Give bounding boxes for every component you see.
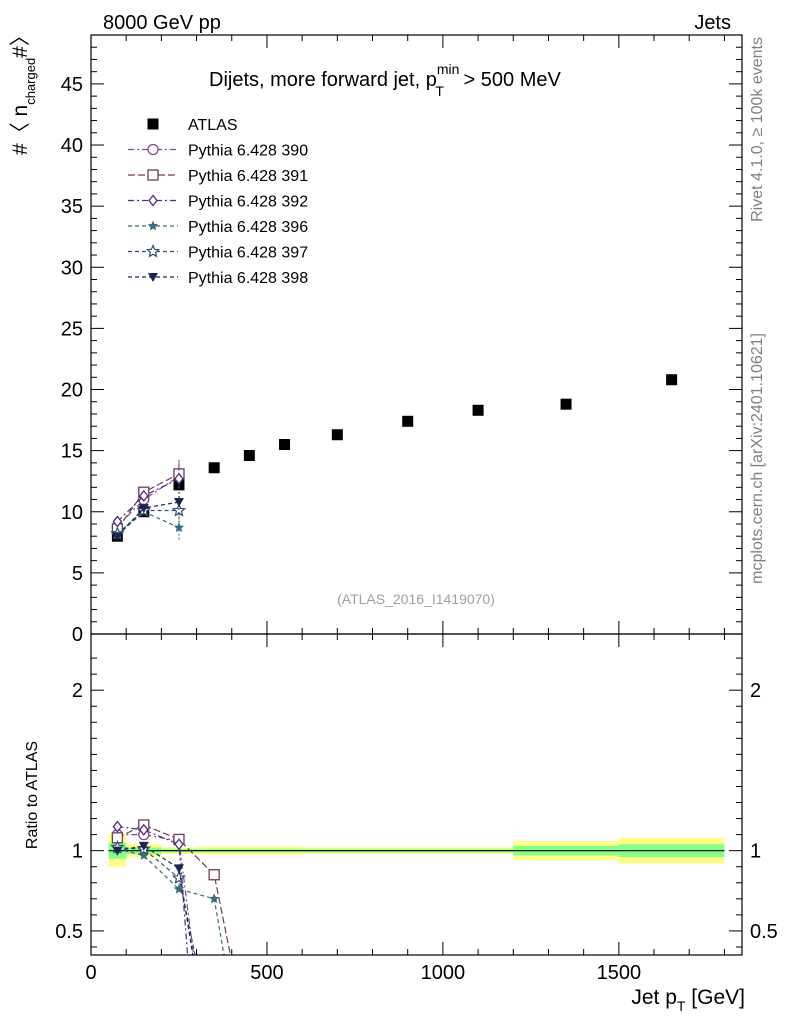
header-category: Jets (694, 12, 731, 34)
main-title: Dijets, more forward jet, pmin T > 500 Me… (209, 61, 561, 99)
ratio-y-label: Ratio to ATLAS (24, 741, 41, 849)
ratio-point (171, 870, 187, 885)
ratio-series-pythia-6-428-392 (112, 820, 189, 955)
main-y-tick-label: 30 (61, 257, 83, 279)
side-rivet-label: Rivet 4.1.0, ≥ 100k events (749, 37, 766, 222)
legend-item: Pythia 6.428 398 (128, 270, 308, 287)
legend-label: Pythia 6.428 390 (188, 143, 308, 160)
legend-item: ATLAS (147, 117, 238, 134)
ratio-band-layer (108, 834, 725, 867)
main-series-pythia-6-428-391 (111, 459, 185, 535)
data-point (331, 429, 343, 441)
data-point (112, 532, 123, 542)
ratio-point (138, 823, 149, 836)
legend-item: Pythia 6.428 396 (128, 219, 308, 236)
ratio-line (117, 826, 189, 955)
main-y-tick-label: 20 (61, 380, 83, 402)
ratio-y-tick-label-right: 0.5 (750, 921, 778, 943)
x-tick-label: 1500 (597, 962, 642, 984)
legend-marker (147, 169, 159, 181)
ratio-series-pythia-6-428-398 (112, 841, 194, 955)
data-point (208, 462, 220, 474)
ratio-y-tick-label: 0.5 (55, 921, 83, 943)
ratio-axes: 0.5 0.5 1 1 2 2 0 500 1000 1500 (55, 634, 778, 984)
legend-label: Pythia 6.428 391 (188, 168, 308, 185)
data-point (402, 415, 414, 427)
ratio-y-tick-label-right: 2 (750, 680, 761, 702)
main-series-pythia-6-428-398 (112, 487, 184, 542)
ratio-point (138, 850, 149, 860)
data-point (174, 472, 184, 485)
main-panel: 0 5 10 15 20 25 30 35 40 45 Dijets, more forward … (9, 25, 743, 646)
ratio-point (208, 893, 220, 904)
data-point (243, 450, 255, 462)
ratio-line (117, 824, 232, 955)
legend-label: Pythia 6.428 398 (188, 270, 308, 287)
main-series-layer (110, 374, 678, 542)
data-point (173, 497, 184, 507)
ratio-line (117, 848, 225, 955)
ratio-y-tick-label-right: 1 (750, 841, 761, 863)
ratio-point (208, 869, 220, 881)
ratio-series-layer (110, 819, 232, 955)
header-energy: 8000 GeV pp (103, 12, 221, 34)
data-point (173, 522, 185, 533)
x-tick-label: 500 (250, 962, 283, 984)
legend-marker (147, 220, 159, 231)
legend-marker (145, 243, 161, 258)
legend: ATLAS Pythia 6.428 390 Pythia 6.428 391 Pyt… (128, 117, 308, 287)
x-axis-label: Jet pT [GeV] (631, 986, 745, 1014)
series-line (116, 501, 180, 537)
ratio-y-tick-label: 1 (72, 841, 83, 863)
main-y-tick-label: 0 (72, 624, 83, 646)
ratio-y-tick-label: 2 (72, 680, 83, 702)
main-y-label: #〈 ncharged#〉 (9, 25, 38, 155)
legend-item: Pythia 6.428 391 (128, 168, 308, 185)
main-y-tick-label: 15 (61, 441, 83, 463)
legend-label: Pythia 6.428 396 (188, 219, 308, 236)
data-point (138, 504, 149, 514)
ratio-point (138, 841, 149, 851)
data-point (560, 398, 572, 410)
legend-label: ATLAS (188, 117, 238, 134)
ratio-point (112, 820, 123, 833)
main-axes: 0 5 10 15 20 25 30 35 40 45 (61, 35, 742, 646)
data-point (279, 439, 291, 451)
legend-marker (147, 118, 159, 130)
legend-label: Pythia 6.428 397 (188, 245, 308, 262)
watermark: (ATLAS_2016_I1419070) (337, 591, 495, 607)
ratio-frame (90, 633, 743, 956)
ratio-point (173, 864, 184, 874)
legend-marker (148, 194, 158, 207)
legend-item: Pythia 6.428 390 (128, 143, 308, 160)
x-tick-label: 0 (85, 962, 96, 984)
side-mcplots-label: mcplots.cern.ch [arXiv:2401.10621] (749, 333, 766, 584)
x-tick-label: 1000 (421, 962, 466, 984)
main-y-tick-label: 5 (72, 563, 83, 585)
data-point (472, 404, 484, 416)
legend-marker (148, 273, 158, 282)
ratio-point (112, 846, 123, 856)
ratio-panel: 0.5 0.5 1 1 2 2 0 500 1000 1500 Ratio to ATLAS Je… (24, 633, 778, 1014)
legend-item: Pythia 6.428 397 (128, 243, 308, 262)
ratio-line (117, 846, 196, 955)
main-series-pythia-6-428-392 (112, 464, 184, 528)
ratio-point (174, 838, 184, 851)
main-y-tick-label: 35 (61, 196, 83, 218)
data-point (666, 374, 678, 386)
main-y-tick-label: 40 (61, 135, 83, 157)
main-y-tick-label: 25 (61, 318, 83, 340)
main-y-tick-label: 45 (61, 74, 83, 96)
ratio-series-pythia-6-428-396 (112, 843, 225, 955)
legend-item: Pythia 6.428 392 (128, 194, 308, 211)
ratio-line (117, 833, 195, 955)
legend-marker (147, 143, 159, 156)
main-series-atlas (111, 374, 678, 542)
data-point (138, 489, 149, 502)
main-y-tick-label: 10 (61, 502, 83, 524)
legend-label: Pythia 6.428 392 (188, 194, 308, 211)
ratio-line (117, 845, 194, 955)
